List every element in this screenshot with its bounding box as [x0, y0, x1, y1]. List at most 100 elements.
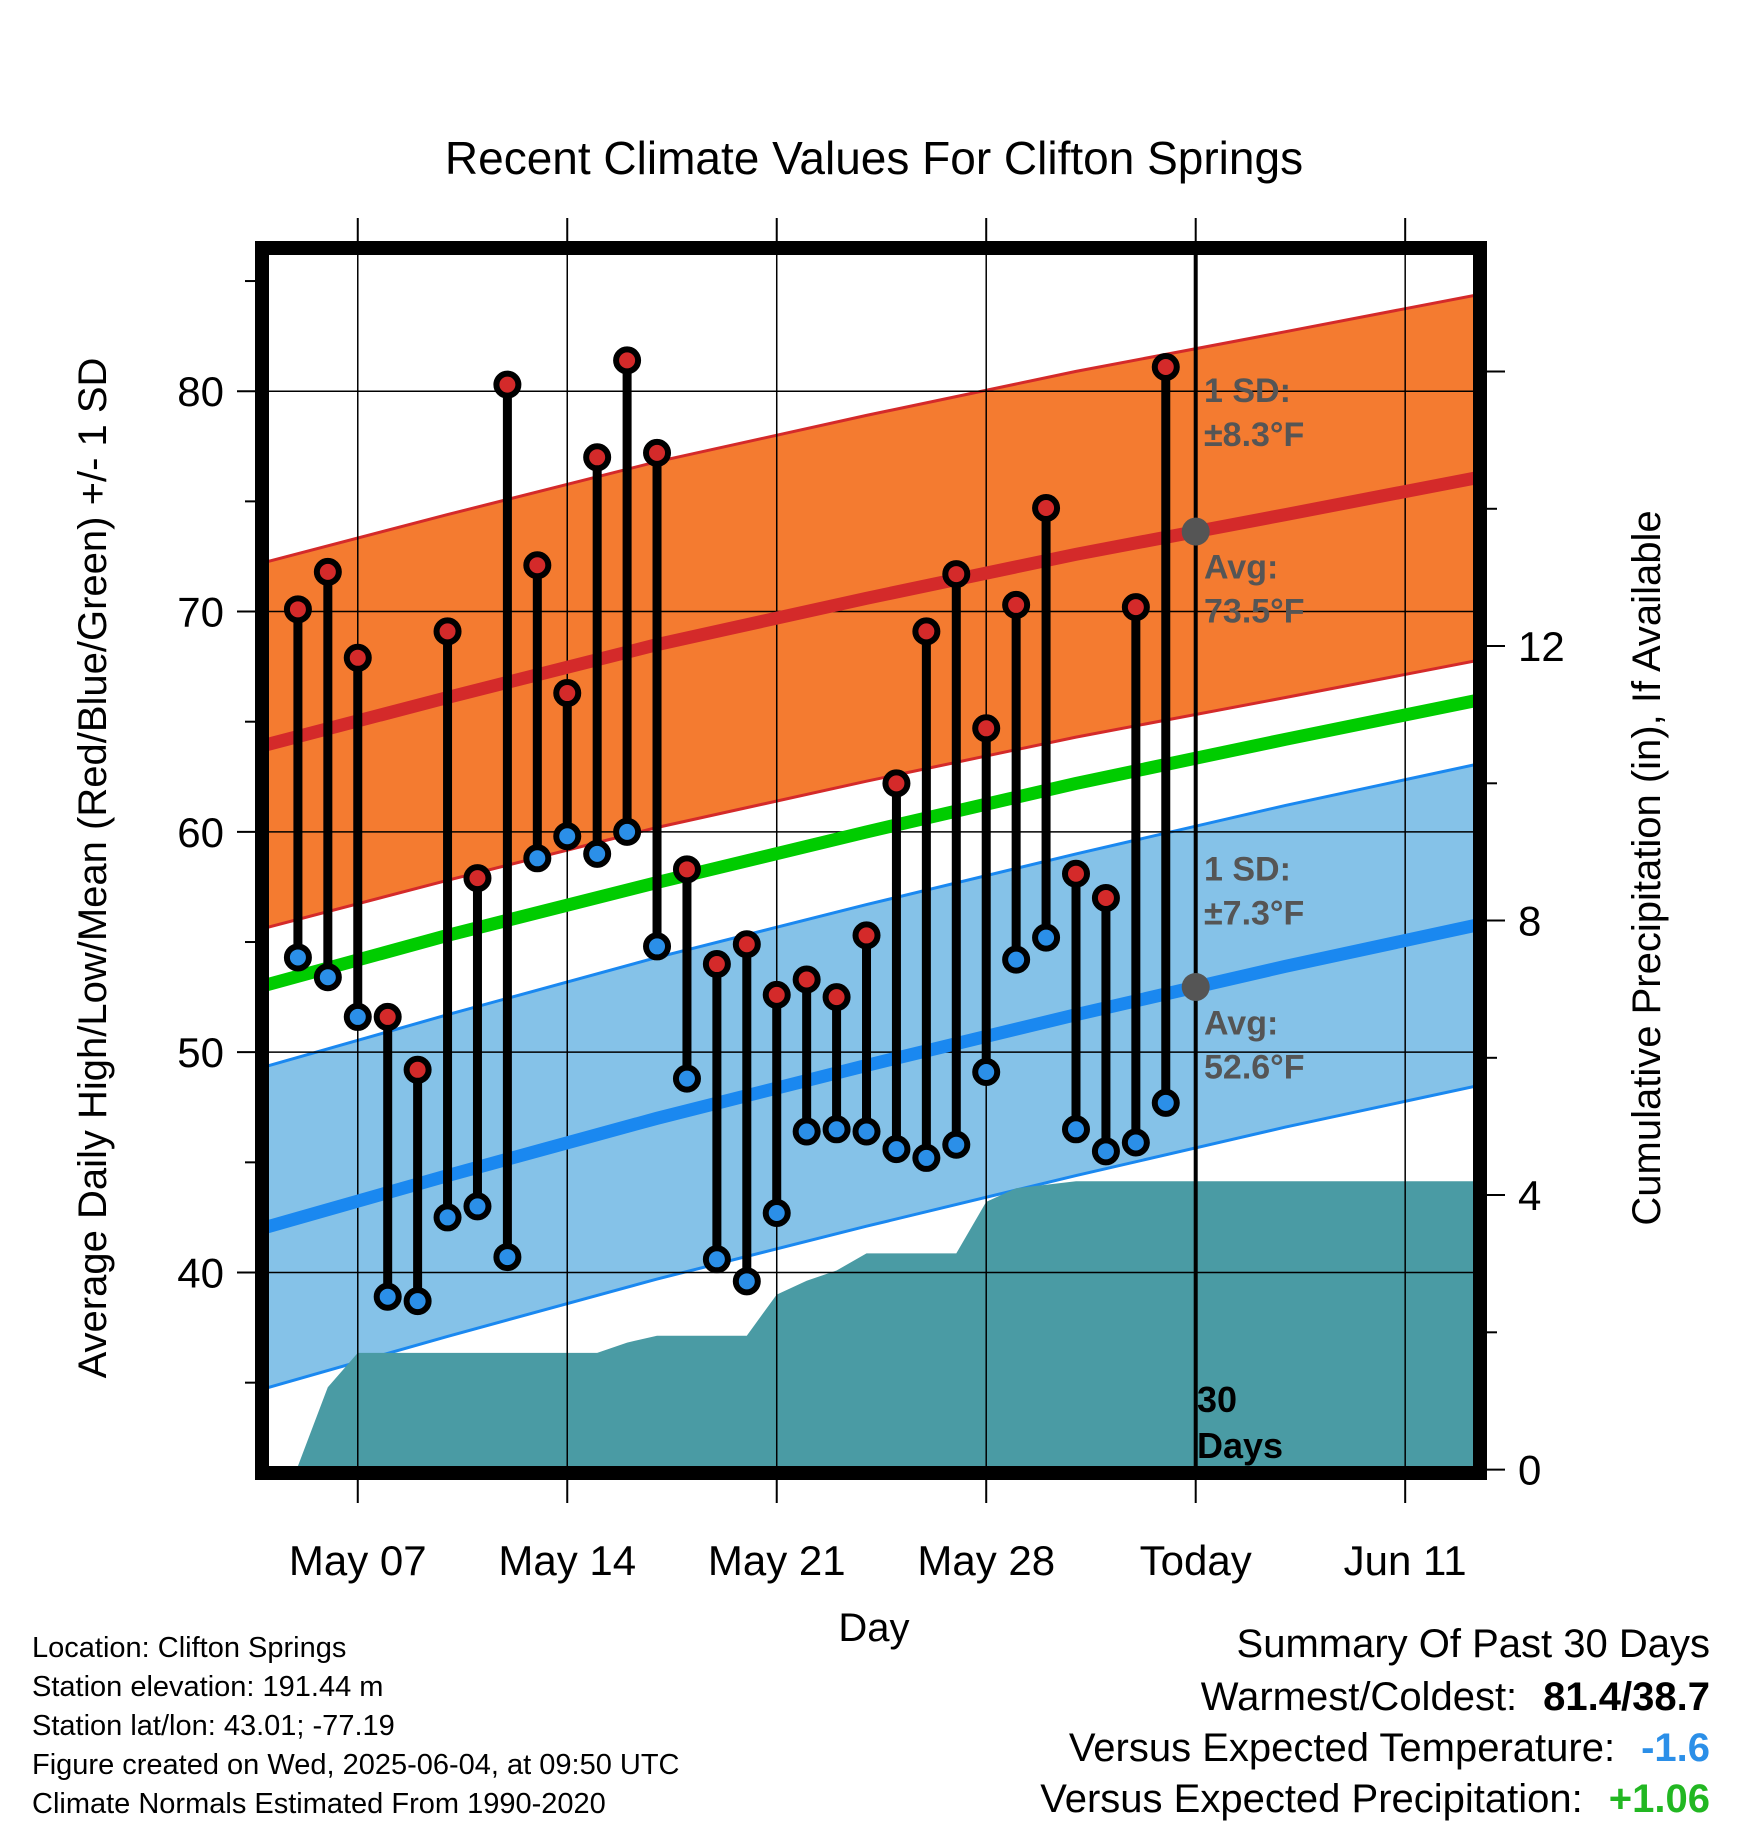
high-point: [643, 438, 672, 467]
x-tick-label: May 28: [917, 1537, 1055, 1584]
high-sd-annotation-line: 1 SD:: [1204, 372, 1291, 410]
low-point: [732, 1267, 761, 1296]
high-point: [972, 714, 1001, 743]
high-point: [283, 595, 312, 624]
low-sd-annotation-line: ±7.3°F: [1204, 894, 1304, 932]
low-sd-annotation: 1 SD: ±7.3°F: [1204, 850, 1304, 932]
high-point: [1061, 859, 1090, 888]
low-avg-annotation-line: 52.6°F: [1204, 1049, 1305, 1087]
high-point: [702, 950, 731, 979]
high-point: [313, 557, 342, 586]
low-point: [972, 1058, 1001, 1087]
days-annotation: 30 Days: [1197, 1379, 1283, 1466]
high-point: [613, 346, 642, 375]
high-point: [882, 769, 911, 798]
low-avg-annotation: Avg: 52.6°F: [1204, 1005, 1305, 1087]
summary-warm-cold: Warmest/Coldest: 81.4/38.7: [1201, 1675, 1710, 1720]
high-avg-annotation: Avg: 73.5°F: [1204, 548, 1305, 630]
high-point: [1091, 883, 1120, 912]
low-point: [283, 943, 312, 972]
x-tick-label: Jun 11: [1344, 1537, 1467, 1584]
summary-heading: Summary Of Past 30 Days: [1236, 1622, 1710, 1666]
high-point: [463, 864, 492, 893]
summary-precip: Versus Expected Precipitation: +1.06: [1040, 1777, 1710, 1822]
high-avg-marker: [1181, 517, 1210, 546]
precip-value: +1.06: [1608, 1777, 1710, 1821]
plot-frame: [255, 241, 1487, 1480]
low-point: [1061, 1115, 1090, 1144]
low-point: [313, 963, 342, 992]
low-point: [463, 1192, 492, 1221]
high-point: [1151, 352, 1180, 381]
high-point: [822, 983, 851, 1012]
high-point: [762, 980, 791, 1009]
high-avg-annotation-line: Avg:: [1204, 548, 1278, 586]
y2-tick-label: 8: [1518, 898, 1541, 945]
high-point: [373, 1002, 402, 1031]
high-point: [672, 855, 701, 884]
high-point: [433, 617, 462, 646]
low-point: [792, 1117, 821, 1146]
y-tick-label: 50: [177, 1029, 224, 1076]
low-point: [882, 1135, 911, 1164]
low-point: [343, 1002, 372, 1031]
created-text: Figure created on Wed, 2025-06-04, at 09…: [32, 1749, 680, 1781]
x-axis-label: Day: [838, 1606, 909, 1650]
low-point: [1002, 945, 1031, 974]
low-avg-marker: [1181, 973, 1210, 1002]
low-point: [1091, 1137, 1120, 1166]
y-axis-label: Average Daily High/Low/Mean (Red/Blue/Gr…: [71, 358, 115, 1379]
low-point: [1121, 1128, 1150, 1157]
high-point: [1121, 593, 1150, 622]
y2-tick-label: 4: [1518, 1172, 1541, 1219]
plot-inner: 1 SD: ±8.3°F Avg: 73.5°F 1 SD: ±7.3°F Avg: 52.6…: [262, 248, 1480, 1473]
summary-temp: Versus Expected Temperature: -1.6: [1069, 1726, 1710, 1771]
low-point: [373, 1282, 402, 1311]
temp-value: -1.6: [1641, 1726, 1710, 1770]
low-point: [1032, 923, 1061, 952]
x-tick-label: Today: [1140, 1537, 1252, 1584]
low-point: [433, 1203, 462, 1232]
high-point: [583, 443, 612, 472]
y2-tick-label: 0: [1518, 1447, 1541, 1494]
low-point: [493, 1243, 522, 1272]
low-point: [762, 1199, 791, 1228]
low-point: [1151, 1088, 1180, 1117]
low-sd-annotation-line: 1 SD:: [1204, 850, 1291, 888]
low-point: [403, 1287, 432, 1316]
temp-label: Versus Expected Temperature:: [1068, 1726, 1616, 1770]
low-point: [613, 817, 642, 846]
high-point: [493, 370, 522, 399]
low-point: [702, 1245, 731, 1274]
high-point: [852, 921, 881, 950]
low-point: [822, 1115, 851, 1144]
warm-cold-label: Warmest/Coldest:: [1200, 1675, 1518, 1719]
y-tick-label: 60: [177, 809, 224, 856]
high-point: [942, 560, 971, 589]
precip-label: Versus Expected Precipitation:: [1040, 1777, 1583, 1821]
high-point: [732, 930, 761, 959]
high-band-upper-edge: [262, 292, 1480, 565]
low-point: [852, 1117, 881, 1146]
normals-text: Climate Normals Estimated From 1990-2020: [32, 1788, 606, 1820]
low-point: [942, 1130, 971, 1159]
high-point: [403, 1055, 432, 1084]
high-point: [792, 965, 821, 994]
y-tick-label: 70: [177, 589, 224, 636]
low-point: [523, 844, 552, 873]
y2-tick-label: 12: [1518, 623, 1565, 670]
y-tick-label: 80: [177, 368, 224, 415]
high-sd-annotation: 1 SD: ±8.3°F: [1204, 372, 1304, 454]
high-point: [1002, 590, 1031, 619]
low-point: [583, 839, 612, 868]
high-sd-annotation-line: ±8.3°F: [1204, 416, 1304, 454]
low-avg-annotation-line: Avg:: [1204, 1005, 1278, 1043]
x-tick-label: May 14: [498, 1537, 636, 1584]
high-point: [343, 643, 372, 672]
plot-area: 1 SD: ±8.3°F Avg: 73.5°F 1 SD: ±7.3°F Avg: 52.6…: [177, 218, 1565, 1584]
low-point: [553, 822, 582, 851]
x-tick-label: May 21: [708, 1537, 846, 1584]
low-point: [912, 1143, 941, 1172]
elevation-text: Station elevation: 191.44 m: [32, 1671, 384, 1703]
y2-axis-label: Cumulative Precipitation (in), If Availa…: [1625, 510, 1669, 1225]
